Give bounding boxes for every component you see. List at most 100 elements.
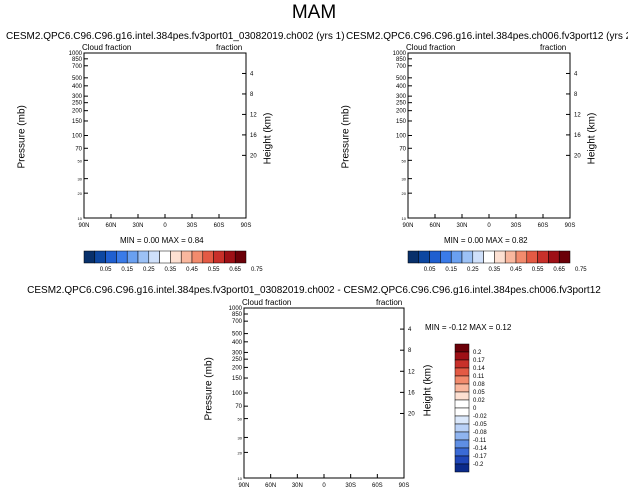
y-tick-label: 300: [396, 94, 407, 100]
colorbar2-box: [450, 250, 463, 264]
height-tick-label: 20: [574, 153, 581, 159]
colorbar2-box: [515, 250, 528, 264]
y-tick-label: 850: [72, 57, 83, 63]
colorbar2-box: [483, 250, 495, 264]
colorbar1-box: [137, 250, 150, 264]
x-tick-label: 90S: [565, 223, 576, 229]
y-tick-label: 70: [235, 404, 242, 410]
height-tick-label: 8: [408, 348, 412, 354]
colorbar3-label: 0.11: [473, 374, 485, 380]
colorbar1-box: [126, 250, 139, 264]
plot-frame: [243, 307, 405, 479]
colorbar3-label: -0.08: [473, 430, 487, 436]
colorbar3-box: [454, 343, 470, 353]
colorbar3-box: [454, 399, 470, 409]
y-tick-label: 100: [232, 391, 243, 397]
colorbar3-box: [454, 407, 470, 417]
y-tick-label: 50: [238, 417, 243, 422]
colorbar1-box: [116, 250, 128, 264]
y-tick-label: 400: [396, 84, 407, 90]
y-tick-label: 200: [72, 109, 83, 115]
colorbar1-label: 0.55: [208, 267, 220, 273]
colorbar1-box: [83, 250, 96, 264]
x-tick-label: 60S: [214, 223, 225, 229]
y-tick-label: 250: [232, 357, 243, 363]
colorbar3-box: [454, 383, 470, 393]
panel1-title: CESM2.QPC6.C96.C96.g16.intel.384pes.fv3p…: [6, 31, 345, 42]
colorbar1-box: [170, 250, 182, 264]
y-tick-label: 10: [78, 216, 83, 221]
colorbar1-label: 0.05: [100, 267, 112, 273]
y-tick-label: 50: [78, 158, 83, 163]
y-tick-label: 30: [238, 435, 243, 440]
x-tick-label: 60N: [105, 223, 116, 229]
x-tick-label: 60N: [265, 483, 276, 489]
colorbar1-box: [234, 250, 247, 264]
height-tick-label: 16: [408, 390, 415, 396]
colorbar1-label: 0.35: [165, 267, 177, 273]
colorbar2-box: [537, 250, 549, 264]
x-tick-label: 30N: [292, 483, 303, 489]
colorbar1-box: [202, 250, 214, 264]
y-tick-label: 150: [232, 376, 243, 382]
panel2-title: CESM2.QPC6.C96.C96.g16.intel.384pes.ch00…: [346, 31, 628, 42]
y-tick-label: 200: [232, 365, 243, 371]
y-tick-label: 30: [78, 177, 83, 182]
y-tick-label: 250: [396, 101, 407, 107]
plot-frame: [83, 52, 247, 219]
colorbar2-box: [472, 250, 484, 264]
y-tick-label: 400: [232, 340, 243, 346]
height-tick-label: 8: [250, 92, 254, 98]
y-tick-label: 500: [396, 76, 407, 82]
height-tick-label: 16: [574, 133, 581, 139]
y-tick-label: 70: [75, 146, 82, 152]
colorbar1-box: [105, 250, 117, 264]
colorbar3-box: [454, 351, 470, 361]
colorbar3-label: 0.17: [473, 358, 485, 364]
colorbar3-box: [454, 439, 470, 449]
x-tick-label: 90S: [241, 223, 252, 229]
colorbar1-box: [148, 250, 160, 264]
colorbar3-box: [454, 415, 470, 425]
colorbar3-box: [454, 431, 470, 441]
y-tick-label: 850: [396, 57, 407, 63]
y-tick-label: 400: [72, 84, 83, 90]
height-tick-label: 8: [574, 92, 578, 98]
colorbar3-label: 0.08: [473, 382, 485, 388]
y-tick-label: 100: [72, 134, 83, 140]
colorbar3-label: 0.2: [473, 350, 482, 356]
y-tick-label: 70: [399, 146, 406, 152]
panel3-ylabel-right: Height (km): [422, 364, 434, 417]
colorbar2-box: [558, 250, 571, 264]
y-tick-label: 700: [72, 64, 83, 70]
colorbar3-box: [454, 375, 470, 385]
colorbar2-label: 0.05: [424, 267, 436, 273]
colorbar1-label: 0.65: [229, 267, 241, 273]
colorbar2-box: [526, 250, 538, 264]
colorbar2-box: [407, 250, 420, 264]
y-tick-label: 850: [232, 312, 243, 318]
panel3-title: CESM2.QPC6.C96.C96.g16.intel.384pes.fv3p…: [27, 285, 601, 296]
colorbar1-label: 0.15: [121, 267, 133, 273]
colorbar1-box: [191, 250, 204, 264]
colorbar1-label: 0.75: [251, 267, 263, 273]
y-tick-label: 700: [232, 319, 243, 325]
x-tick-label: 90N: [402, 223, 413, 229]
x-tick-label: 90S: [399, 483, 410, 489]
colorbar3-label: 0: [473, 406, 477, 412]
colorbar3-label: 0.02: [473, 398, 485, 404]
colorbar2-label: 0.75: [575, 267, 587, 273]
y-tick-label: 700: [396, 64, 407, 70]
colorbar2-box: [418, 250, 430, 264]
panel3-left-string: Cloud fraction: [242, 298, 292, 307]
colorbar3-box: [454, 367, 470, 377]
x-tick-label: 90N: [238, 483, 249, 489]
y-tick-label: 1000: [69, 51, 83, 57]
y-tick-label: 10: [238, 476, 243, 481]
colorbar3-label: -0.02: [473, 414, 487, 420]
y-tick-label: 150: [72, 119, 83, 125]
height-tick-label: 12: [408, 369, 415, 375]
y-tick-label: 1000: [229, 306, 243, 312]
colorbar1-box: [94, 250, 106, 264]
